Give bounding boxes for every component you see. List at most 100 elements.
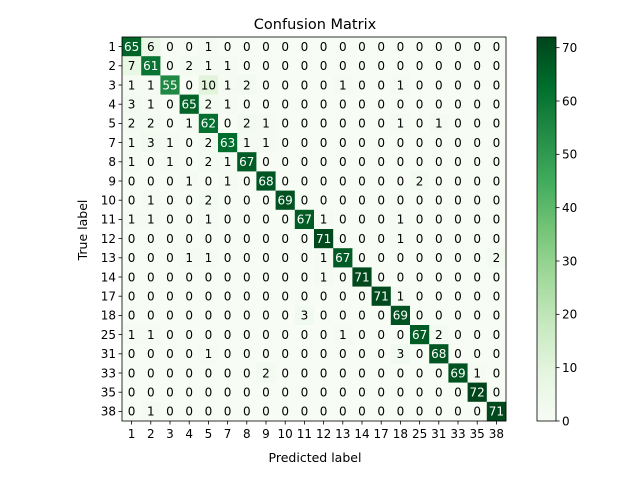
heatmap-cell	[275, 344, 296, 364]
heatmap-cell	[429, 248, 449, 268]
cell-value-label: 0	[493, 78, 501, 92]
heatmap-cell	[198, 401, 219, 422]
cell-value-label: 0	[262, 328, 270, 342]
heatmap-cell	[486, 344, 507, 364]
cell-value-label: 0	[358, 117, 366, 131]
cell-value-label: 0	[262, 386, 270, 400]
heatmap-cell	[122, 305, 142, 326]
cell-value-label: 0	[281, 366, 289, 380]
cell-value-label: 0	[493, 155, 501, 169]
cell-value-label: 0	[435, 366, 443, 380]
heatmap-cell	[122, 325, 142, 345]
cell-value-label: 0	[166, 270, 174, 284]
heatmap-cell	[429, 75, 449, 95]
heatmap-cell	[486, 171, 507, 191]
cell-value-label: 0	[205, 270, 213, 284]
cell-value-label: 0	[320, 136, 328, 150]
heatmap-cell	[429, 113, 449, 134]
cell-value-label: 0	[358, 232, 366, 246]
cell-value-label: 0	[224, 232, 232, 246]
cell-value-label: 65	[182, 98, 197, 112]
heatmap-cell	[122, 209, 142, 230]
heatmap-cell	[237, 267, 257, 287]
heatmap-cell	[294, 305, 315, 326]
cell-value-label: 0	[493, 366, 501, 380]
cell-value-label: 0	[397, 405, 405, 419]
heatmap-cell	[371, 133, 392, 153]
cell-value-label: 0	[224, 405, 232, 419]
heatmap-cell	[179, 94, 200, 115]
heatmap-cell	[122, 267, 142, 287]
heatmap-cell	[371, 209, 392, 230]
colorbar-tick-label: 40	[562, 201, 577, 215]
cell-value-label: 0	[454, 78, 462, 92]
cell-value-label: 0	[281, 40, 289, 54]
heatmap-cell	[294, 248, 315, 268]
cell-value-label: 0	[358, 78, 366, 92]
heatmap-cell	[237, 248, 257, 268]
heatmap-cell	[218, 152, 238, 172]
cell-value-label: 71	[374, 290, 389, 304]
cell-value-label: 0	[377, 98, 385, 112]
cell-value-label: 2	[416, 174, 424, 188]
cell-value-label: 0	[435, 155, 443, 169]
heatmap-cell	[256, 171, 276, 191]
heatmap-cell	[275, 133, 296, 153]
heatmap-cell	[122, 286, 142, 307]
cell-value-label: 0	[301, 78, 309, 92]
cell-value-label: 2	[205, 98, 213, 112]
heatmap-cell	[294, 382, 315, 403]
cell-value-label: 0	[377, 347, 385, 361]
heatmap-cell	[179, 56, 200, 76]
cell-value-label: 0	[493, 290, 501, 304]
heatmap-cell	[218, 133, 238, 153]
heatmap-cell	[448, 75, 468, 95]
heatmap-cell	[141, 171, 161, 191]
heatmap-cell	[333, 171, 353, 191]
heatmap-cell	[390, 113, 411, 134]
heatmap-cell	[429, 229, 449, 249]
cell-value-label: 0	[166, 251, 174, 265]
cell-value-label: 0	[301, 386, 309, 400]
cell-value-label: 0	[301, 59, 309, 73]
cell-value-label: 0	[224, 309, 232, 323]
heatmap-cell	[237, 286, 257, 307]
heatmap-cell	[429, 267, 449, 287]
x-tick-label: 33	[450, 427, 465, 441]
cell-value-label: 0	[473, 155, 481, 169]
cell-value-label: 0	[320, 386, 328, 400]
heatmap-cell	[352, 248, 372, 268]
heatmap-cell	[410, 363, 430, 383]
cell-value-label: 0	[166, 328, 174, 342]
heatmap-cell	[256, 382, 276, 403]
cell-value-label: 61	[143, 59, 158, 73]
heatmap-cell	[352, 113, 372, 134]
cell-value-label: 1	[224, 174, 232, 188]
cell-value-label: 1	[224, 59, 232, 73]
heatmap-cell	[294, 75, 315, 95]
heatmap-cell	[333, 344, 353, 364]
heatmap-cell	[160, 209, 180, 230]
cell-value-label: 0	[473, 136, 481, 150]
cell-value-label: 0	[243, 309, 251, 323]
cell-value-label: 1	[205, 347, 213, 361]
cell-value-label: 0	[454, 155, 462, 169]
cell-value-label: 0	[339, 366, 347, 380]
cell-value-label: 3	[147, 136, 155, 150]
heatmap-cell	[352, 286, 372, 307]
cell-value-label: 0	[185, 366, 193, 380]
heatmap-cell	[179, 152, 200, 172]
heatmap-cell	[198, 113, 219, 134]
heatmap-cell	[352, 325, 372, 345]
heatmap-cell	[410, 229, 430, 249]
cell-value-label: 67	[412, 328, 427, 342]
cell-value-label: 0	[416, 117, 424, 131]
heatmap-cell	[410, 248, 430, 268]
y-tick-label: 17	[101, 290, 116, 304]
cell-value-label: 0	[281, 386, 289, 400]
cell-value-label: 0	[377, 366, 385, 380]
heatmap-cell	[352, 382, 372, 403]
cell-value-label: 0	[224, 347, 232, 361]
y-tick-label: 12	[101, 232, 116, 246]
heatmap-cell	[160, 305, 180, 326]
